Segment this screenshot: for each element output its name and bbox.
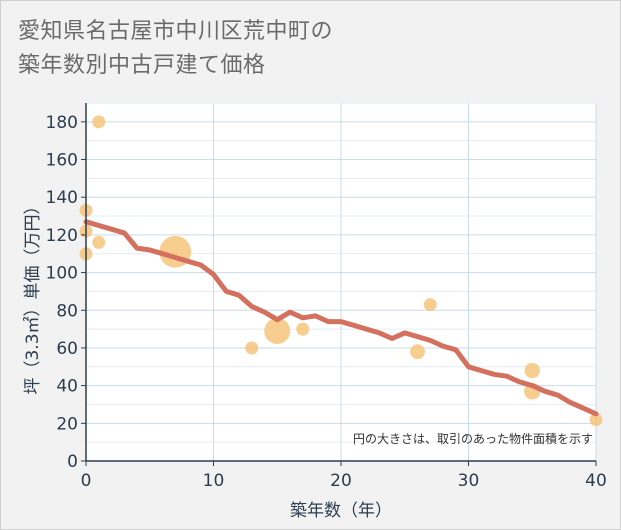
- chart-title: 愛知県名古屋市中川区荒中町の 築年数別中古戸建て価格: [18, 15, 333, 83]
- x-tick-label: 0: [81, 471, 92, 491]
- data-point: [589, 413, 603, 427]
- y-tick-label: 180: [46, 113, 78, 133]
- y-tick-label: 20: [56, 414, 78, 434]
- chart-title-line2: 築年数別中古戸建て価格: [18, 53, 266, 78]
- trend-line-group: [83, 219, 599, 417]
- y-tick-label: 160: [46, 151, 78, 171]
- y-tick-label: 0: [67, 452, 78, 472]
- y-tick-label: 100: [46, 264, 78, 284]
- data-point: [92, 115, 106, 129]
- x-axis-label: 築年数（年）: [290, 501, 392, 521]
- data-point: [92, 235, 106, 249]
- data-points: [79, 115, 603, 427]
- trend-line: [83, 219, 599, 417]
- size-note: 円の大きさは、取引のあった物件面積を示す: [353, 431, 593, 446]
- x-tick-label: 20: [330, 471, 352, 491]
- grid-lines: [86, 102, 597, 461]
- data-point: [524, 362, 540, 379]
- y-tick-label: 140: [46, 188, 78, 208]
- y-axis-label: 坪（3.3㎡）単価（万円）: [23, 197, 43, 394]
- axes: 0 20 40 60 80 100 120 140 160 180 0 10 20 30 40: [46, 103, 607, 491]
- x-tick-label: 30: [458, 471, 480, 491]
- y-tick-label: 80: [56, 301, 78, 321]
- data-point: [296, 322, 310, 336]
- x-tick-label: 40: [585, 471, 607, 491]
- y-tick-label: 120: [46, 226, 78, 246]
- data-point: [423, 298, 437, 312]
- data-point: [264, 317, 291, 344]
- chart-title-line1: 愛知県名古屋市中川区荒中町の: [18, 19, 334, 44]
- x-tick-label: 10: [203, 471, 225, 491]
- data-point: [245, 341, 259, 355]
- y-tick-label: 60: [56, 339, 78, 359]
- y-tick-label: 40: [56, 377, 78, 397]
- data-point: [410, 344, 425, 360]
